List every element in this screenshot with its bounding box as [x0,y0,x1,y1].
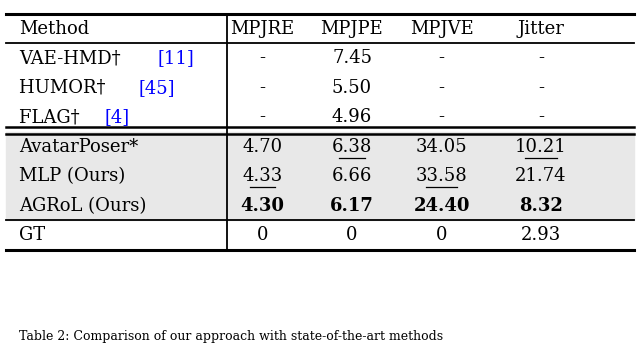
Text: 34.05: 34.05 [416,138,467,156]
Text: AGRoL (Ours): AGRoL (Ours) [19,197,147,215]
Text: [45]: [45] [138,79,175,97]
Text: AvatarPoser*: AvatarPoser* [19,138,138,156]
Text: 6.17: 6.17 [330,197,374,215]
Text: 24.40: 24.40 [413,197,470,215]
Text: -: - [538,79,544,97]
Text: MLP (Ours): MLP (Ours) [19,167,125,185]
Text: [4]: [4] [105,108,130,126]
Text: 4.70: 4.70 [243,138,282,156]
Text: -: - [259,79,266,97]
Text: 0: 0 [436,226,447,244]
Text: 8.32: 8.32 [519,197,563,215]
Text: -: - [438,49,445,67]
Text: 10.21: 10.21 [515,138,566,156]
Text: 33.58: 33.58 [416,167,467,185]
Text: 4.33: 4.33 [243,167,282,185]
Text: 2.93: 2.93 [521,226,561,244]
Text: -: - [438,79,445,97]
Text: 4.96: 4.96 [332,108,372,126]
Text: MPJPE: MPJPE [321,20,383,38]
Text: [11]: [11] [157,49,195,67]
Text: MPJVE: MPJVE [410,20,474,38]
Text: Table 2: Comparison of our approach with state-of-the-art methods: Table 2: Comparison of our approach with… [19,329,444,343]
Text: 6.38: 6.38 [332,138,372,156]
Text: 5.50: 5.50 [332,79,372,97]
Text: Jitter: Jitter [517,20,564,38]
Text: FLAG†: FLAG† [19,108,86,126]
Text: HUMOR†: HUMOR† [19,79,111,97]
Text: 6.66: 6.66 [332,167,372,185]
Text: 4.30: 4.30 [241,197,284,215]
Text: -: - [538,108,544,126]
Text: -: - [259,108,266,126]
Text: 0: 0 [346,226,358,244]
Text: VAE-HMD†: VAE-HMD† [19,49,127,67]
Text: 7.45: 7.45 [332,49,372,67]
Text: -: - [259,49,266,67]
Text: 0: 0 [257,226,268,244]
Text: -: - [438,108,445,126]
Text: -: - [538,49,544,67]
Text: GT: GT [19,226,45,244]
Text: Method: Method [19,20,90,38]
Text: 21.74: 21.74 [515,167,566,185]
Text: MPJRE: MPJRE [230,20,294,38]
